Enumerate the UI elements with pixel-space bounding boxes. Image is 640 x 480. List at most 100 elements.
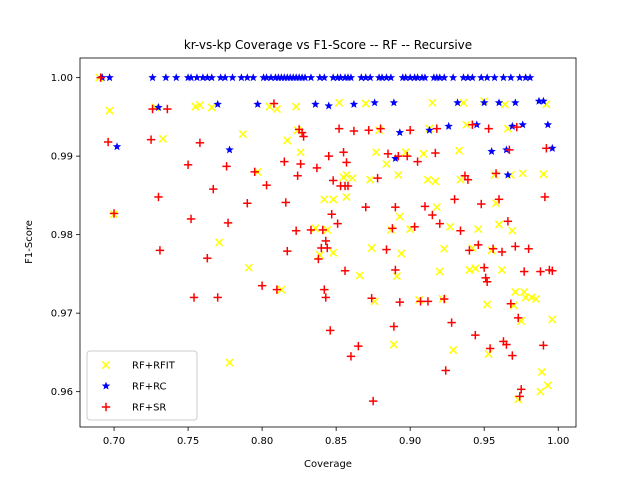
x-tick-label: 0.70: [103, 436, 125, 447]
data-point: [105, 73, 114, 82]
data-point: [146, 135, 156, 144]
data-point: [293, 171, 302, 180]
data-point: [540, 192, 550, 202]
data-point: [329, 195, 338, 204]
data-point: [472, 120, 481, 129]
data-point: [155, 246, 165, 255]
data-point: [519, 267, 529, 276]
data-point: [334, 124, 344, 133]
data-point: [401, 73, 410, 82]
x-tick-label: 0.85: [325, 436, 347, 447]
data-point: [403, 151, 412, 161]
x-axis-title: Coverage: [304, 459, 352, 470]
data-point: [394, 170, 403, 180]
data-point: [511, 98, 520, 107]
data-point: [482, 73, 492, 82]
data-point: [172, 73, 181, 82]
data-point: [323, 243, 332, 253]
y-tick-label: 0.98: [51, 230, 73, 241]
data-point: [318, 225, 328, 235]
data-point: [349, 99, 359, 108]
data-point: [323, 225, 332, 235]
data-point: [243, 199, 252, 208]
data-point: [511, 242, 520, 251]
y-tick-label: 0.97: [51, 309, 73, 320]
data-point: [320, 285, 329, 294]
y-tick-label: 1.00: [51, 73, 73, 84]
data-point: [148, 73, 157, 82]
data-point: [340, 266, 350, 275]
data-point: [548, 266, 557, 275]
data-point: [183, 160, 193, 169]
data-point: [163, 104, 172, 114]
points-layer: [95, 73, 557, 406]
data-point: [416, 297, 425, 306]
data-point: [250, 167, 259, 177]
data-point: [361, 73, 370, 82]
x-tick-label: 0.90: [399, 436, 421, 447]
data-point: [343, 181, 353, 191]
data-point: [225, 145, 234, 154]
data-point: [257, 281, 267, 290]
data-point: [382, 245, 391, 254]
data-point: [395, 212, 404, 221]
legend-marker: [101, 402, 111, 412]
data-point: [502, 340, 511, 349]
data-point: [539, 96, 548, 105]
data-point: [487, 246, 496, 255]
data-point: [499, 73, 508, 82]
data-point: [327, 210, 336, 219]
data-point: [320, 73, 329, 82]
data-point: [269, 99, 279, 108]
data-point: [435, 267, 444, 276]
data-point: [103, 137, 113, 147]
data-point: [364, 126, 373, 135]
data-point: [361, 202, 370, 212]
data-point: [342, 158, 351, 167]
data-point: [243, 73, 252, 82]
data-point: [371, 148, 381, 157]
data-point: [506, 299, 516, 308]
data-point: [440, 294, 449, 304]
data-point: [346, 352, 356, 361]
data-point: [456, 175, 465, 184]
data-point: [388, 224, 397, 233]
data-point: [367, 294, 376, 303]
data-point: [225, 358, 234, 367]
data-point: [333, 219, 342, 228]
data-point: [413, 73, 422, 82]
data-point: [548, 315, 557, 324]
x-tick-label: 0.80: [251, 436, 273, 447]
data-point: [423, 175, 433, 184]
x-tick-label: 1.00: [547, 436, 569, 447]
data-point: [277, 285, 286, 294]
data-point: [494, 220, 504, 229]
data-point: [105, 106, 114, 115]
data-point: [515, 73, 524, 82]
data-point: [249, 73, 258, 82]
data-point: [395, 128, 404, 137]
data-point: [484, 124, 493, 133]
data-point: [342, 170, 351, 180]
data-point: [348, 173, 357, 183]
data-point: [253, 99, 262, 108]
data-point: [425, 125, 434, 134]
data-point: [366, 175, 375, 184]
data-point: [394, 151, 403, 161]
data-point: [391, 202, 400, 212]
legend-item: RF+RFIT: [101, 361, 176, 372]
data-point: [389, 322, 399, 331]
data-point: [431, 177, 440, 186]
legend-box: [86, 350, 198, 421]
data-point: [414, 295, 424, 304]
data-point: [536, 267, 545, 276]
data-point: [368, 396, 378, 406]
data-point: [329, 248, 338, 257]
data-point: [497, 265, 507, 275]
data-point: [465, 265, 474, 275]
data-point: [391, 154, 400, 163]
data-point: [244, 263, 253, 272]
data-point: [527, 293, 536, 302]
data-point: [366, 73, 375, 82]
data-point: [444, 121, 453, 130]
